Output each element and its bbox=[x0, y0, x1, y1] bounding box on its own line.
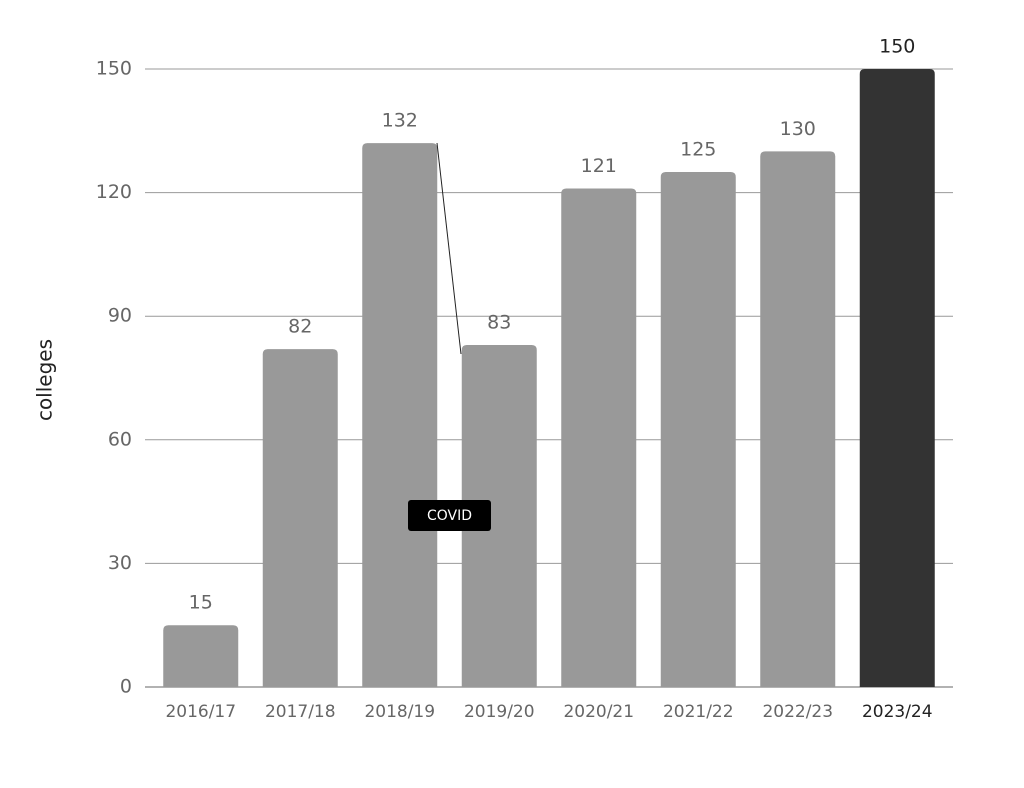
y-axis-label: colleges bbox=[33, 339, 57, 421]
value-label: 150 bbox=[879, 36, 915, 58]
value-label: 15 bbox=[189, 592, 213, 614]
x-tick-label: 2019/20 bbox=[464, 702, 535, 722]
value-label: 82 bbox=[288, 316, 312, 338]
bar bbox=[461, 345, 537, 687]
bar bbox=[262, 349, 338, 687]
x-tick-label: 2022/23 bbox=[762, 702, 833, 722]
x-tick-label: 2021/22 bbox=[663, 702, 734, 722]
value-label: 83 bbox=[487, 312, 511, 334]
x-tick-label: 2020/21 bbox=[563, 702, 634, 722]
value-label: 132 bbox=[382, 110, 418, 132]
value-label: 125 bbox=[680, 139, 716, 161]
annotation-text: COVID bbox=[427, 508, 472, 524]
value-label: 130 bbox=[780, 118, 816, 140]
y-tick-label: 120 bbox=[96, 181, 132, 203]
y-tick-label: 60 bbox=[108, 428, 132, 450]
bar bbox=[163, 625, 239, 687]
bar bbox=[859, 69, 935, 687]
bar bbox=[760, 151, 836, 687]
x-tick-label: 2023/24 bbox=[862, 702, 933, 722]
y-tick-label: 90 bbox=[108, 305, 132, 327]
bar bbox=[660, 172, 736, 687]
bar bbox=[561, 188, 637, 688]
y-tick-label: 0 bbox=[120, 676, 132, 698]
x-tick-label: 2018/19 bbox=[364, 702, 435, 722]
bar bbox=[362, 143, 438, 687]
y-tick-label: 150 bbox=[96, 58, 132, 80]
value-label: 121 bbox=[581, 155, 617, 177]
y-tick-label: 30 bbox=[108, 552, 132, 574]
x-tick-label: 2017/18 bbox=[265, 702, 336, 722]
annotation-line bbox=[436, 142, 462, 355]
x-tick-label: 2016/17 bbox=[165, 702, 236, 722]
annotation-box bbox=[408, 500, 491, 531]
